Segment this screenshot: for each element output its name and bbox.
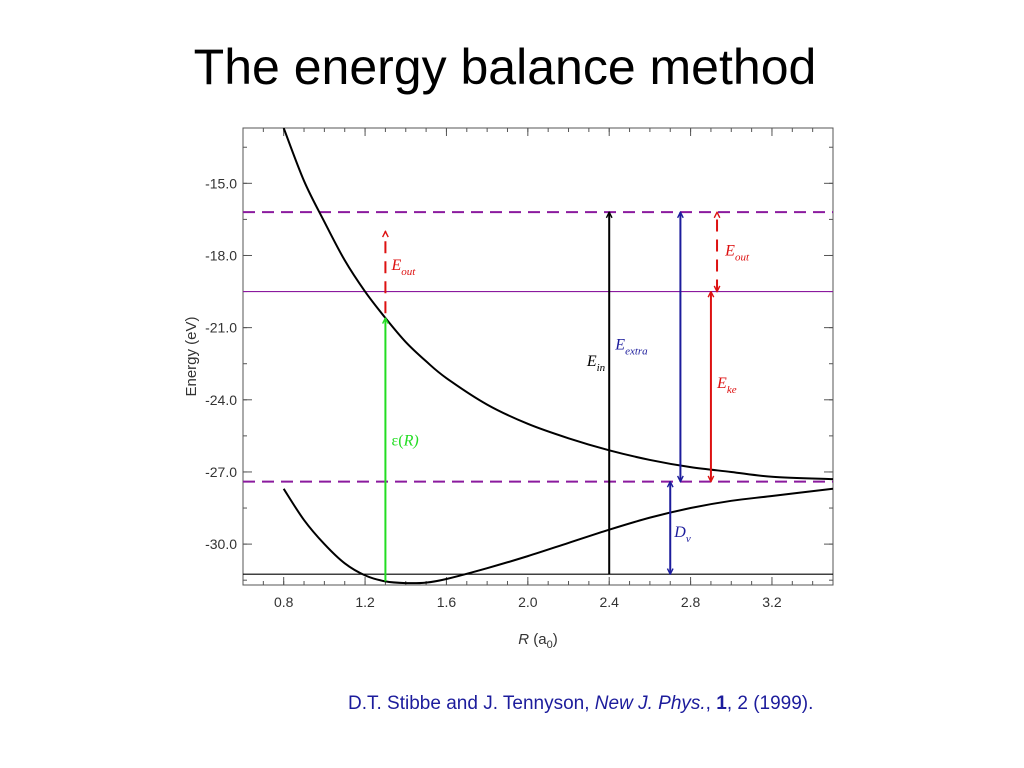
y-tick-label: -21.0	[205, 320, 237, 336]
y-tick-label: -15.0	[205, 175, 237, 191]
plot-frame	[242, 127, 834, 586]
x-tick-label: 2.0	[518, 594, 538, 610]
y-tick-label: -18.0	[205, 247, 237, 263]
y-tick-label: -27.0	[205, 464, 237, 480]
citation: D.T. Stibbe and J. Tennyson, New J. Phys…	[348, 693, 813, 715]
x-tick-label: 3.2	[762, 594, 782, 610]
curve-upper	[282, 128, 833, 481]
x-tick-label: 1.6	[437, 594, 457, 610]
slide-title: The energy balance method	[193, 39, 817, 95]
citation-authors: D.T. Stibbe and J. Tennyson,	[348, 693, 595, 714]
citation-pages-year: , 2 (1999).	[726, 693, 814, 714]
x-tick-label: 2.8	[681, 594, 701, 610]
y-tick-label: -30.0	[205, 536, 237, 552]
x-axis-title: R (a0)	[518, 631, 557, 651]
curve-lower	[282, 487, 833, 585]
citation-volume: 1	[716, 693, 727, 714]
citation-journal: New J. Phys.	[594, 693, 706, 714]
annotation-eout-right: Eout	[724, 242, 750, 263]
annotation-epsilon: ε(R)	[392, 432, 419, 449]
y-tick-label: -24.0	[205, 392, 237, 408]
x-tick-label: 0.8	[274, 594, 294, 610]
x-tick-label: 1.2	[355, 594, 375, 610]
annotation-eke: Eke	[716, 375, 737, 396]
annotation-dv: Dv	[673, 524, 691, 545]
x-tick-label: 2.4	[599, 594, 619, 610]
citation-sep: ,	[705, 693, 717, 714]
plot-area	[243, 128, 833, 585]
annotation-eout-left: Eout	[391, 257, 417, 278]
annotation-ein: Ein	[586, 353, 606, 374]
y-axis-title: Energy (eV)	[183, 316, 200, 396]
annotation-eextra: Eextra	[614, 336, 648, 357]
